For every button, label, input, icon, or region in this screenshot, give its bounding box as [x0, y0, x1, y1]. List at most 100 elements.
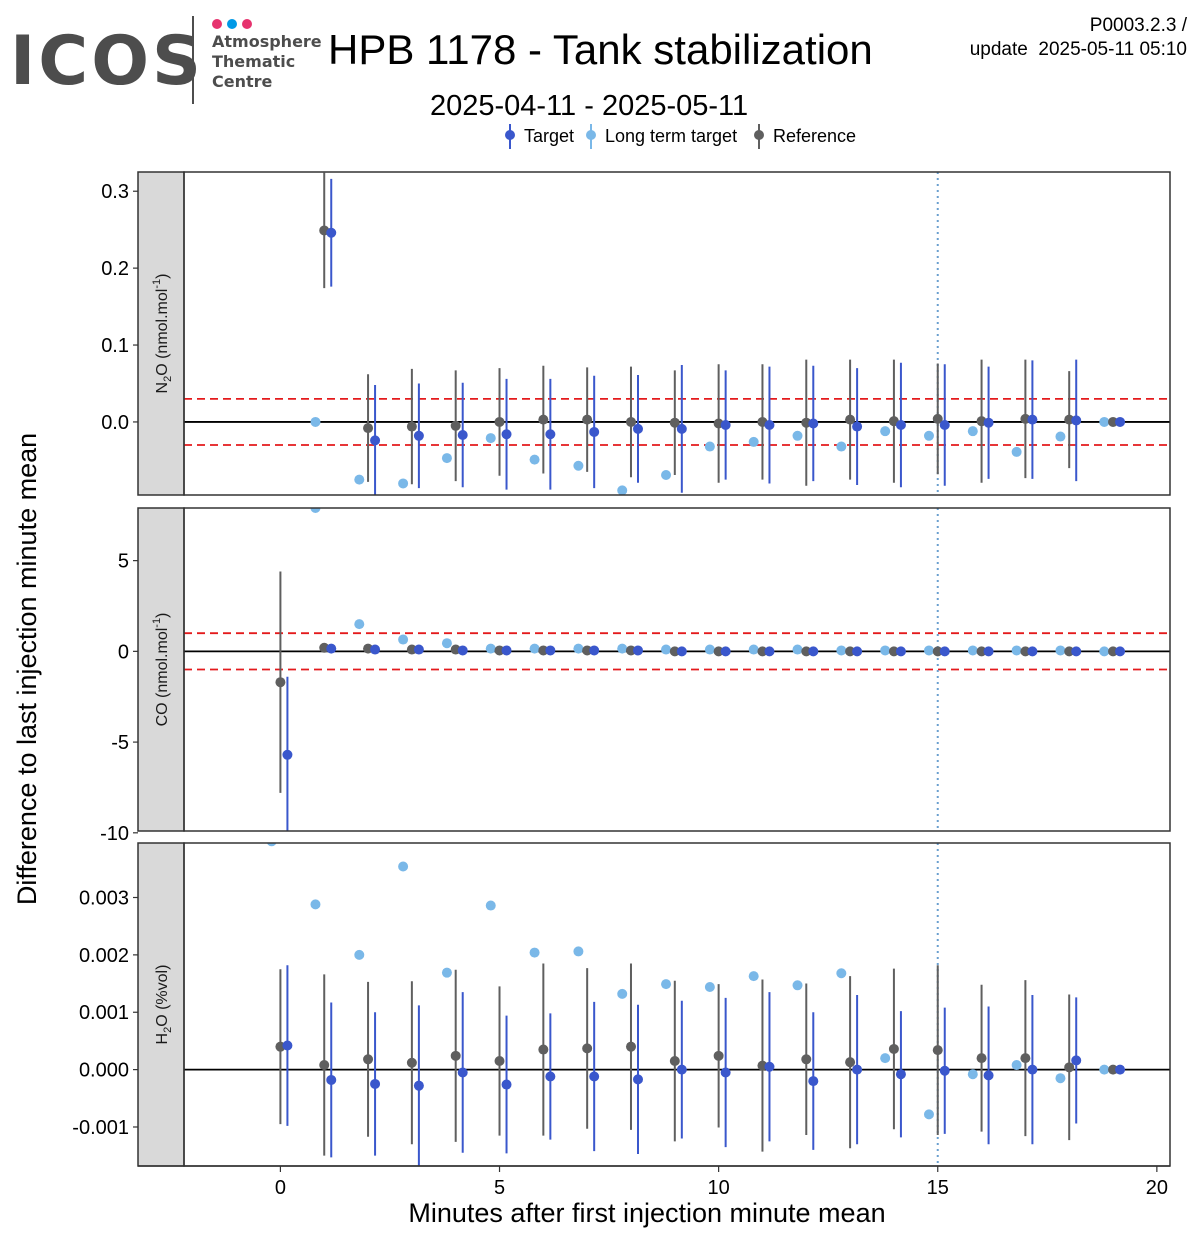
long-term-target-point [354, 949, 365, 960]
long-term-target-point [1055, 645, 1066, 656]
long-term-target-point [923, 1109, 934, 1120]
long-term-target-point [792, 644, 803, 655]
long-term-target-point [573, 946, 584, 957]
target-point [545, 1071, 556, 1082]
strip-label-end: ) [154, 274, 171, 279]
panel-border [183, 507, 1171, 832]
reference-point [1020, 1053, 1031, 1064]
long-term-target-point [1055, 1073, 1066, 1084]
long-term-target-point [704, 441, 715, 452]
long-term-target-point [923, 645, 934, 656]
long-term-target-point [310, 416, 321, 427]
reference-point [757, 646, 768, 657]
legend-key-point [505, 130, 515, 140]
legend-item-long-term-target: Long term target [586, 124, 737, 149]
long-term-target-point [1011, 446, 1022, 457]
panel-2: CO (nmol.mol-1) -10 -5 0 5 [100, 507, 1171, 845]
strip-label-rest: O (nmol.mol [154, 289, 171, 376]
reference-point [669, 1056, 680, 1067]
target-point [1071, 646, 1082, 657]
legend-item-target: Target [505, 124, 574, 149]
long-term-target-point [485, 900, 496, 911]
long-term-target-point [617, 485, 628, 495]
y-tick-label: 0.003 [79, 888, 129, 910]
y-tick-label: 0.002 [79, 945, 129, 967]
reference-point [625, 645, 636, 656]
reference-point [1064, 646, 1075, 657]
logo-line: Atmosphere [212, 32, 322, 51]
x-axis: 0 5 10 15 20 [138, 1165, 1170, 1199]
panel-3: H2O (%vol) -0.001 0.000 0.001 0.002 0.003 [72, 842, 1171, 1167]
y-tick-label: 0.0 [101, 412, 129, 434]
reference-point [494, 416, 505, 427]
date-range-subtitle: 2025-04-11 - 2025-05-11 [430, 90, 749, 122]
panel-1: N2O (nmol.mol-1) 0.0 0.1 0.2 0.3 [101, 171, 1171, 496]
target-point [632, 645, 643, 656]
strip-label-rest: O (%vol) [154, 965, 171, 1027]
long-term-target-point [354, 619, 365, 630]
strip-label-main: CO (nmol.mol [154, 628, 171, 727]
target-point [676, 646, 687, 657]
target-point [720, 420, 731, 431]
legend-label: Target [524, 126, 574, 146]
long-term-target-point [310, 899, 321, 910]
logo-line: Centre [212, 72, 273, 91]
reference-point [932, 1045, 943, 1056]
long-term-target-point [880, 1053, 891, 1064]
y-tick-label: -5 [111, 732, 129, 754]
target-point [852, 1064, 863, 1075]
long-term-target-point [967, 645, 978, 656]
x-tick-label: 20 [1146, 1177, 1168, 1199]
target-point [589, 1071, 600, 1082]
legend-label: Reference [773, 126, 856, 146]
target-point [282, 749, 293, 760]
target-point [676, 1064, 687, 1075]
long-term-target-point [661, 470, 672, 481]
target-point [1027, 414, 1038, 425]
target-point [983, 417, 994, 428]
long-term-target-point [704, 982, 715, 993]
reference-point [845, 1057, 856, 1068]
reference-point [363, 423, 374, 434]
reference-point [625, 416, 636, 427]
long-term-target-point [529, 947, 540, 958]
target-point [501, 429, 512, 440]
target-point [326, 643, 337, 654]
reference-point [1020, 646, 1031, 657]
long-term-target-point [354, 474, 365, 485]
long-term-target-point [836, 645, 847, 656]
target-point [413, 430, 424, 441]
reference-point [538, 414, 549, 425]
reference-point [582, 645, 593, 656]
target-point [1027, 1064, 1038, 1075]
long-term-target-point [923, 430, 934, 441]
target-point [370, 435, 381, 446]
reference-point [1064, 1062, 1075, 1073]
panel-strip-label: CO (nmol.mol-1) [151, 613, 171, 727]
target-point [545, 429, 556, 440]
target-point [1115, 416, 1126, 427]
legend-key-point [754, 130, 764, 140]
panel-strip [137, 842, 185, 1167]
panel-plot-area [184, 843, 1170, 1166]
reference-point [713, 646, 724, 657]
reference-point [582, 414, 593, 425]
long-term-target-point [398, 634, 409, 645]
target-point [939, 646, 950, 657]
strip-label-sub: 2 [162, 376, 174, 382]
target-point [326, 227, 337, 238]
logo-dot [242, 19, 252, 29]
reference-point [363, 1054, 374, 1065]
target-point [808, 418, 819, 429]
target-point [457, 430, 468, 441]
long-term-target-point [266, 843, 277, 847]
legend-label: Long term target [605, 126, 737, 146]
long-term-target-point [398, 478, 409, 489]
target-point [413, 1080, 424, 1091]
reference-point [406, 644, 417, 655]
long-term-target-point [880, 426, 891, 437]
panel-strip-label: H2O (%vol) [154, 965, 174, 1045]
target-point [852, 421, 863, 432]
reference-point [669, 417, 680, 428]
target-point [720, 1067, 731, 1078]
